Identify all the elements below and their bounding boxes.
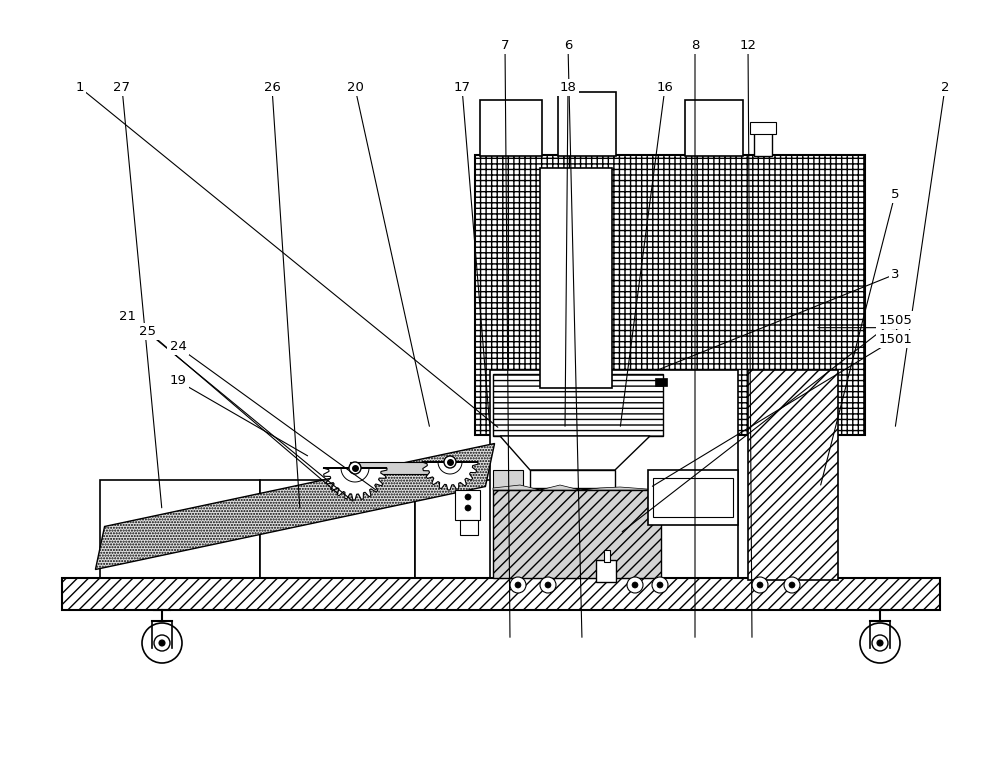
Circle shape <box>465 505 471 511</box>
Bar <box>596 560 616 582</box>
Bar <box>350 462 458 474</box>
Text: 6: 6 <box>564 39 572 53</box>
Text: 19: 19 <box>170 374 186 388</box>
Circle shape <box>159 640 165 646</box>
Circle shape <box>540 577 556 593</box>
Bar <box>493 490 661 578</box>
Circle shape <box>349 462 361 474</box>
Bar <box>530 480 635 578</box>
Circle shape <box>465 494 471 500</box>
Circle shape <box>510 577 526 593</box>
Text: 1505: 1505 <box>878 313 912 327</box>
Bar <box>604 550 610 562</box>
Text: 16: 16 <box>657 81 673 94</box>
Polygon shape <box>341 468 369 482</box>
Bar <box>648 470 738 525</box>
Text: 8: 8 <box>691 39 699 53</box>
Bar <box>748 370 838 580</box>
Bar <box>455 490 480 520</box>
Text: 7: 7 <box>501 39 509 53</box>
Text: 1: 1 <box>76 81 84 94</box>
Circle shape <box>154 635 170 651</box>
Text: 17: 17 <box>454 81 471 94</box>
Text: 20: 20 <box>347 81 363 94</box>
Bar <box>62 578 940 610</box>
Text: 25: 25 <box>140 325 156 338</box>
Polygon shape <box>95 443 495 569</box>
Text: 5: 5 <box>891 187 899 201</box>
Circle shape <box>627 577 643 593</box>
Bar <box>655 378 667 386</box>
Circle shape <box>784 577 800 593</box>
Text: 1501: 1501 <box>878 332 912 346</box>
Bar <box>493 374 663 436</box>
Text: 3: 3 <box>891 267 899 281</box>
Circle shape <box>872 635 888 651</box>
Polygon shape <box>493 485 660 490</box>
Bar <box>750 122 776 134</box>
Bar <box>493 470 523 490</box>
Circle shape <box>789 582 795 588</box>
Text: 27: 27 <box>114 81 130 94</box>
Bar <box>415 480 495 578</box>
Polygon shape <box>422 462 478 490</box>
Bar <box>480 100 542 156</box>
Circle shape <box>752 577 768 593</box>
Circle shape <box>757 582 763 588</box>
Text: 18: 18 <box>560 81 576 94</box>
Circle shape <box>545 582 551 588</box>
Bar <box>754 128 772 156</box>
Bar <box>598 435 666 482</box>
Circle shape <box>142 623 182 663</box>
Bar <box>100 480 260 578</box>
Circle shape <box>632 582 638 588</box>
Circle shape <box>652 577 668 593</box>
Text: 21: 21 <box>120 309 136 323</box>
Bar <box>490 370 738 580</box>
Bar <box>475 155 865 435</box>
Text: 4: 4 <box>891 321 899 335</box>
Polygon shape <box>500 436 650 470</box>
Bar <box>260 480 415 578</box>
Circle shape <box>860 623 900 663</box>
Text: 12: 12 <box>740 39 757 53</box>
Text: 26: 26 <box>264 81 280 94</box>
Circle shape <box>657 582 663 588</box>
Bar <box>653 478 733 517</box>
Bar <box>530 470 615 488</box>
Text: 24: 24 <box>170 340 186 354</box>
Bar <box>460 520 478 535</box>
Bar <box>685 100 743 156</box>
Circle shape <box>515 582 521 588</box>
Polygon shape <box>323 468 387 500</box>
Text: 2: 2 <box>941 81 949 94</box>
Circle shape <box>877 640 883 646</box>
Circle shape <box>444 456 456 468</box>
Bar <box>558 92 616 156</box>
Bar <box>540 168 612 388</box>
Polygon shape <box>438 462 462 474</box>
